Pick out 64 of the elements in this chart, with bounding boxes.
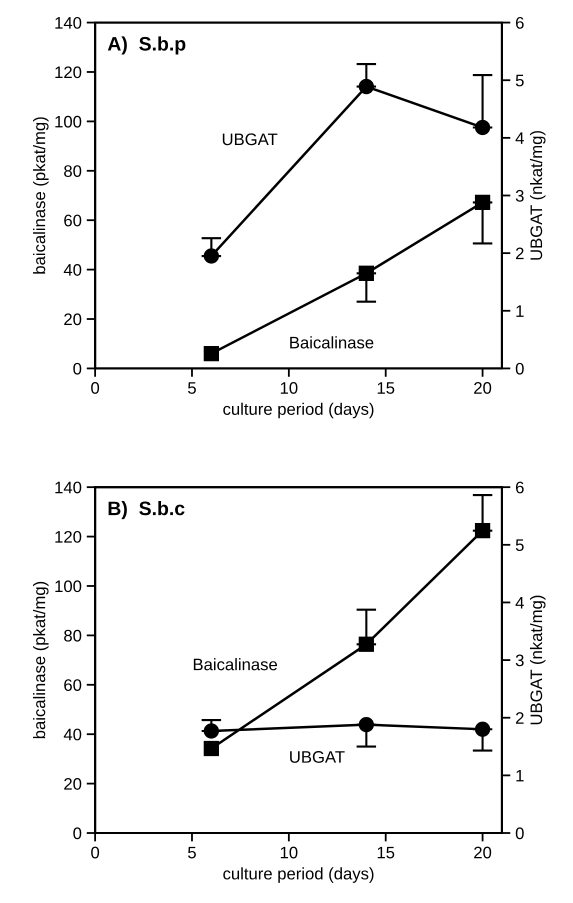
point — [358, 717, 374, 732]
y-tick-label: 40 — [64, 728, 82, 740]
y2-axis-title: UBGAT (nkat/mg) — [530, 131, 546, 260]
y2-tick-label: 0 — [516, 827, 524, 840]
point — [474, 722, 490, 737]
y-axis-title: baicalinase (pkat/mg) — [33, 582, 49, 738]
point — [358, 636, 374, 652]
y2-tick-label: 5 — [516, 74, 524, 86]
y2-tick-label: 6 — [516, 482, 524, 494]
series-label: Baicalinase — [290, 336, 374, 348]
x-axis-title: culture period (days) — [223, 867, 374, 883]
y-tick-label: 80 — [64, 165, 82, 177]
y2-tick-label: 0 — [516, 362, 524, 375]
x-tick-label: 0 — [91, 846, 100, 858]
y-tick-label: 80 — [64, 630, 82, 642]
y-tick-label: 120 — [55, 530, 82, 543]
x-tick-label: 20 — [474, 382, 492, 394]
point — [358, 266, 374, 281]
series-label: Baicalinase — [194, 658, 277, 670]
y2-tick-label: 5 — [516, 539, 524, 552]
y-tick-label: 100 — [55, 116, 82, 128]
point — [474, 194, 490, 210]
y2-tick-label: 2 — [516, 248, 524, 260]
point — [358, 78, 374, 94]
y-tick-label: 140 — [55, 16, 82, 29]
y-tick-label: 20 — [64, 778, 82, 790]
y-tick-label: 100 — [55, 580, 82, 592]
y-axis-title: baicalinase (pkat/mg) — [33, 117, 49, 274]
x-tick-label: 20 — [474, 846, 492, 858]
y-tick-label: 140 — [55, 482, 82, 494]
text: B) S.b.c — [108, 501, 185, 520]
series-label: UBGAT — [222, 133, 278, 146]
y2-tick-label: 6 — [516, 16, 524, 29]
y2-tick-label: 3 — [516, 654, 524, 666]
point — [204, 346, 219, 362]
x-tick-label: 10 — [280, 382, 298, 394]
y-tick-label: 20 — [64, 313, 82, 326]
x-axis-title: culture period (days) — [223, 402, 374, 418]
y-tick-label: 60 — [64, 679, 82, 691]
point — [474, 523, 490, 538]
x-tick-label: 0 — [91, 382, 100, 394]
y2-tick-label: 4 — [516, 597, 524, 608]
x-tick-label: 5 — [188, 846, 196, 858]
y2-tick-label: 2 — [516, 712, 524, 724]
x-tick-label: 10 — [280, 846, 298, 858]
point — [204, 723, 219, 739]
y2-tick-label: 1 — [516, 305, 524, 317]
y2-tick-label: 4 — [516, 132, 524, 144]
y-tick-label: 0 — [73, 827, 82, 840]
series-label: UBGAT — [290, 751, 345, 763]
point — [204, 740, 219, 756]
y2-tick-label: 1 — [516, 770, 524, 782]
x-tick-label: 15 — [378, 382, 394, 394]
y2-axis-title: UBGAT (nkat/mg) — [530, 596, 546, 724]
y-tick-label: 120 — [55, 66, 82, 78]
x-tick-label: 5 — [188, 382, 196, 394]
y-tick-label: 0 — [73, 362, 82, 375]
point — [474, 120, 490, 136]
y2-tick-label: 3 — [516, 190, 524, 202]
x-tick-label: 15 — [378, 846, 394, 858]
y-tick-label: 40 — [64, 264, 82, 276]
text: A) S.b.p — [108, 36, 186, 55]
point — [204, 248, 219, 264]
y-tick-label: 60 — [64, 214, 82, 226]
